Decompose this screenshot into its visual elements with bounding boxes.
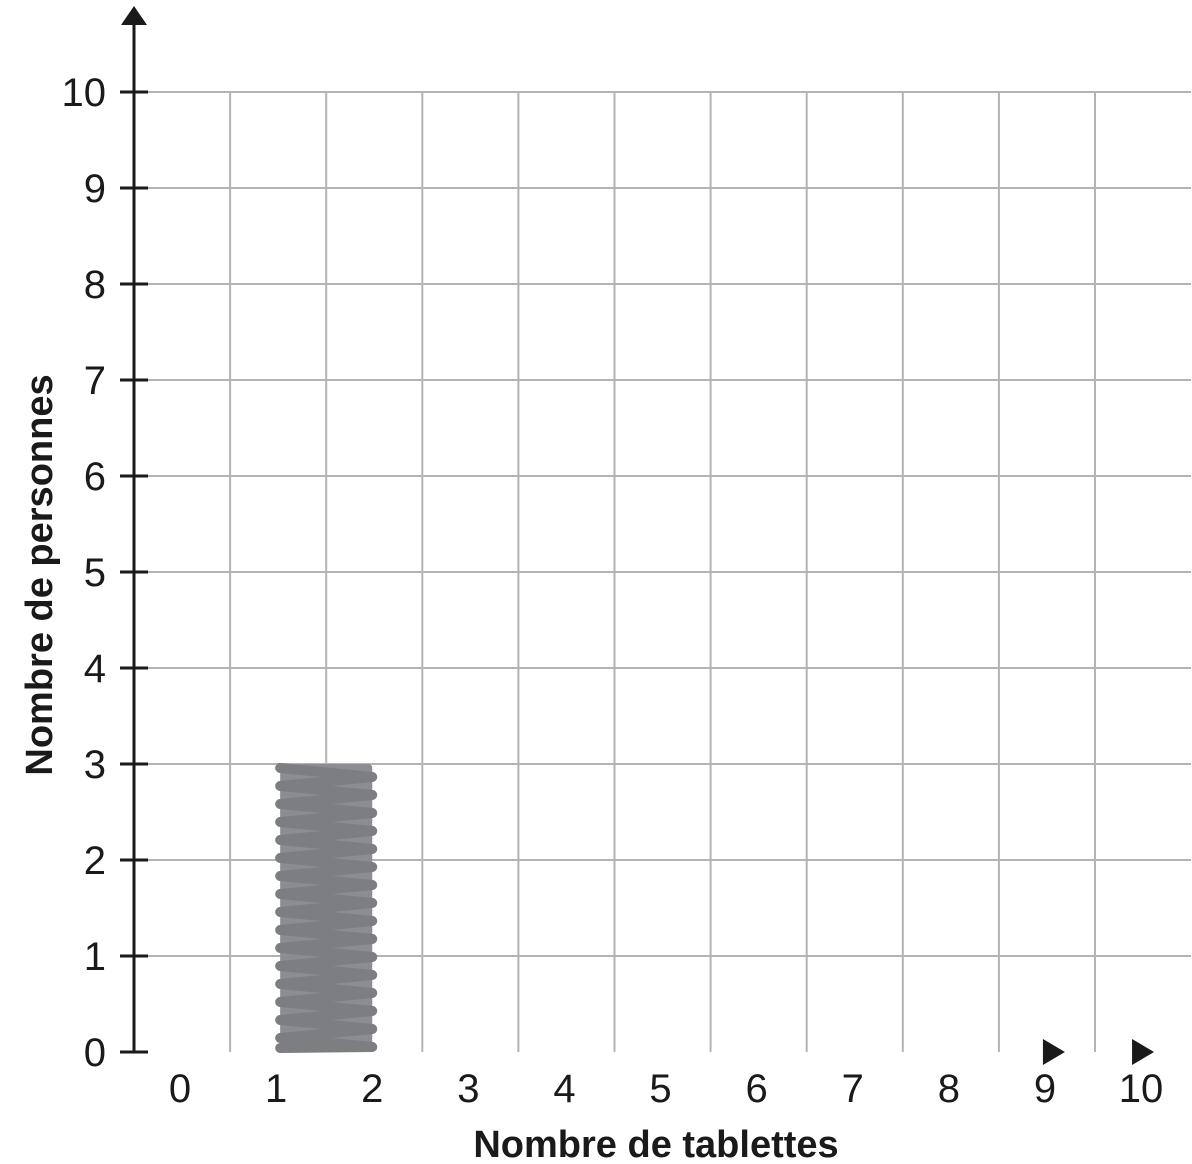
x-tick-label: 7 [842,1067,864,1111]
x-tick-label: 3 [457,1067,479,1111]
y-tick-label: 4 [84,647,106,691]
x-tick-label: 0 [169,1067,191,1111]
y-tick-label: 6 [84,455,106,499]
y-tick-label: 8 [84,263,106,307]
y-tick-label: 0 [84,1031,106,1075]
y-tick-label: 9 [84,167,106,211]
y-tick-label: 5 [84,551,106,595]
axes [120,6,1155,1065]
x-tick-label: 10 [1119,1067,1164,1111]
x-tick-label: 6 [746,1067,768,1111]
x-tick-label: 2 [361,1067,383,1111]
y-tick-label: 2 [84,839,106,883]
y-tick-label: 7 [84,359,106,403]
bars [275,763,378,1053]
x-tick-label: 4 [553,1067,575,1111]
y-axis-title: Nombre de personnes [19,374,61,775]
x-axis-arrow [1132,1039,1155,1065]
y-tick-label: 10 [62,71,107,115]
y-axis-arrow [121,6,147,25]
x-tick-label: 1 [265,1067,287,1111]
x-tick-label: 5 [649,1067,671,1111]
bar-scribble [275,763,378,1053]
x-axis-title: Nombre de tablettes [473,1124,838,1164]
y-tick-label: 3 [84,743,106,787]
x-tick-label: 8 [938,1067,960,1111]
tick-labels: 0 1 2 3 4 5 6 7 8 9 10 0 1 2 3 4 5 6 7 8 9 10 [62,71,1164,1111]
x-tick-label: 9 [1034,1067,1056,1111]
x-axis-arrow [1042,1039,1065,1065]
y-tick-label: 1 [84,935,106,979]
